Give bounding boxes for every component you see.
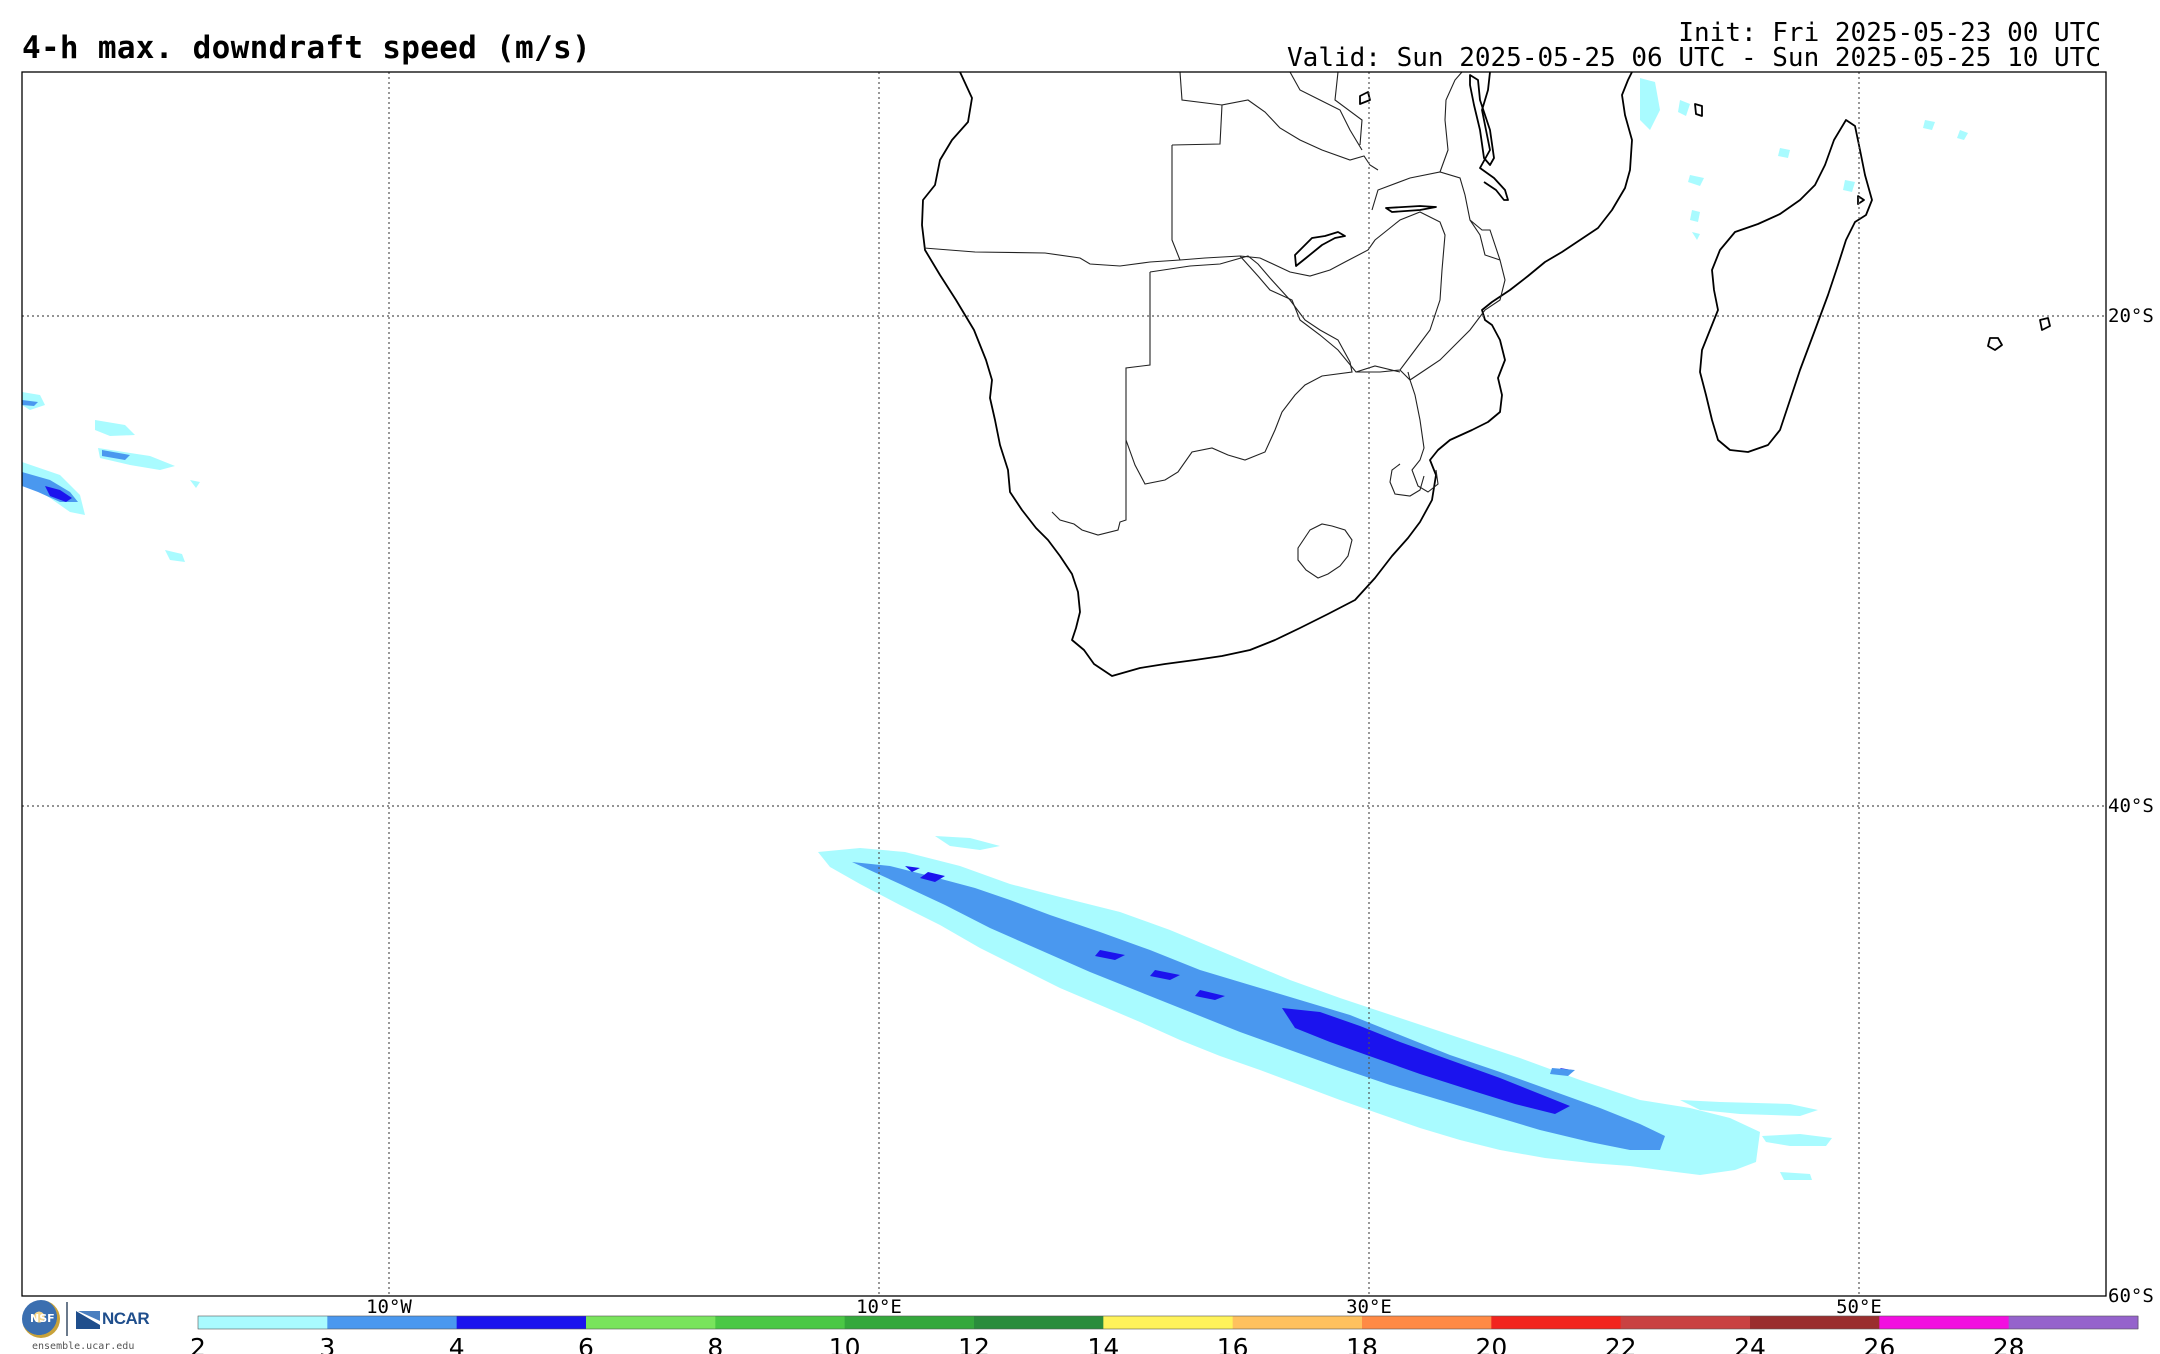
colorbar-swatch [844, 1316, 975, 1329]
colorbar-tick-label: 12 [958, 1333, 990, 1354]
lat-label-20s: 20°S [2108, 305, 2154, 327]
colorbar-tick-labels: 2 3 4 6 8 10 12 14 16 18 20 22 24 26 28 [190, 1333, 2025, 1354]
valid-time: Valid: Sun 2025-05-25 06 UTC - Sun 2025-… [1287, 43, 2101, 73]
colorbar-tick-label: 24 [1734, 1333, 1766, 1354]
colorbar-swatch [1362, 1316, 1492, 1329]
colorbar-swatch [198, 1316, 328, 1329]
colorbar-swatches [198, 1316, 2139, 1329]
colorbar-swatch [456, 1316, 587, 1329]
colorbar-swatch [1491, 1316, 1622, 1329]
map-content [22, 72, 2106, 1296]
colorbar-tick-label: 14 [1087, 1333, 1119, 1354]
ncar-logo: NCAR [76, 1309, 150, 1329]
colorbar-tick-label: 26 [1863, 1333, 1895, 1354]
colorbar-swatch [715, 1316, 846, 1329]
colorbar-tick-label: 3 [319, 1333, 335, 1354]
colorbar-swatch [1232, 1316, 1363, 1329]
lon-label-50e: 50°E [1836, 1296, 1882, 1318]
colorbar-tick-label: 16 [1217, 1333, 1249, 1354]
colorbar-swatch [1879, 1316, 2010, 1329]
colorbar-tick-label: 8 [707, 1333, 723, 1354]
colorbar-tick-label: 6 [578, 1333, 594, 1354]
axis-labels: 10°W 10°E 30°E 50°E 20°S 40°S 60°S [366, 305, 2154, 1318]
map-frame [21, 71, 2107, 1297]
graticule [22, 72, 2106, 1296]
lon-label-30e: 30°E [1346, 1296, 1392, 1318]
colorbar-swatch [1750, 1316, 1880, 1329]
lon-label-10w: 10°W [366, 1296, 412, 1318]
logo-divider [66, 1302, 68, 1336]
colorbar-tick-label: 22 [1605, 1333, 1637, 1354]
shade-4-6 [1282, 1008, 1570, 1114]
logos: NSF NCAR [22, 1300, 150, 1338]
colorbar: 2 3 4 6 8 10 12 14 16 18 20 22 24 26 28 [190, 1315, 2139, 1354]
lat-label-40s: 40°S [2108, 795, 2154, 817]
lat-label-60s: 60°S [2108, 1285, 2154, 1307]
downdraft-band [818, 836, 1832, 1180]
colorbar-tick-label: 2 [190, 1333, 206, 1354]
coastlines [921, 72, 2051, 677]
country-borders [923, 72, 1506, 579]
downdraft-west [22, 392, 200, 562]
map-title: 4-h max. downdraft speed (m/s) [22, 30, 591, 66]
colorbar-tick-label: 28 [1993, 1333, 2025, 1354]
colorbar-swatch [327, 1316, 458, 1329]
colorbar-swatch [2008, 1316, 2139, 1329]
colorbar-tick-label: 20 [1475, 1333, 1507, 1354]
colorbar-tick-label: 10 [829, 1333, 861, 1354]
downdraft-northeast [1640, 78, 1968, 240]
colorbar-tick-label: 4 [449, 1333, 465, 1354]
colorbar-tick-label: 18 [1346, 1333, 1378, 1354]
colorbar-swatch [1103, 1316, 1234, 1329]
website-url: ensemble.ucar.edu [32, 1341, 135, 1352]
nsf-logo: NSF [22, 1300, 60, 1338]
lon-label-10e: 10°E [856, 1296, 902, 1318]
ncar-mark-icon [76, 1311, 100, 1329]
colorbar-swatch [1620, 1316, 1751, 1329]
colorbar-swatch [586, 1316, 716, 1329]
colorbar-swatch [974, 1316, 1104, 1329]
colorbar-frame [197, 1315, 2139, 1330]
init-time: Init: Fri 2025-05-23 00 UTC [1678, 18, 2101, 48]
